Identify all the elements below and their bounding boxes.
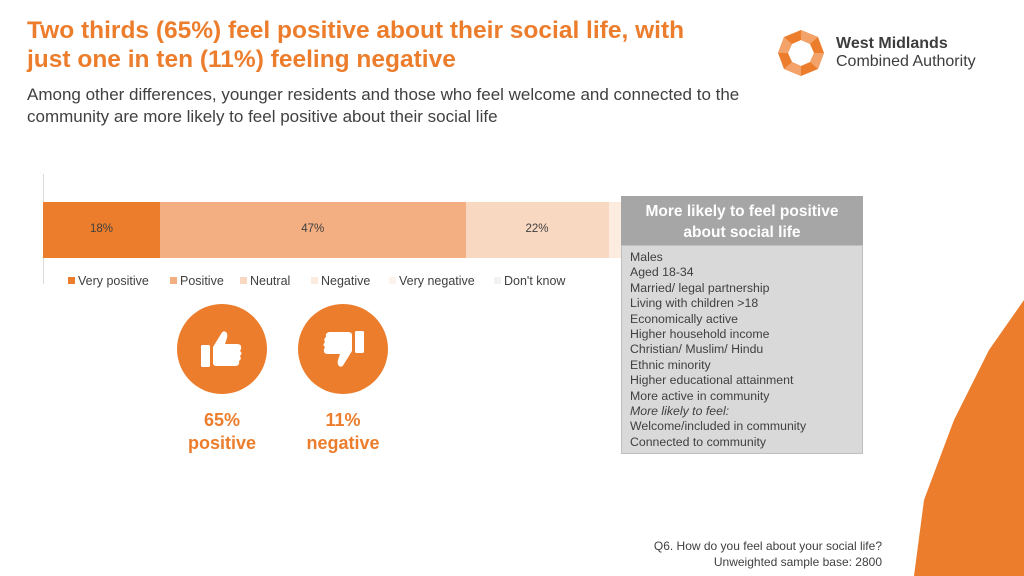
legend-swatch <box>389 277 396 284</box>
legend-label: Neutral <box>250 274 290 288</box>
bar-data-label: 22% <box>525 223 548 235</box>
legend-item: Very negative <box>389 274 475 288</box>
legend-swatch <box>170 277 177 284</box>
legend-label: Very positive <box>78 274 149 288</box>
headline: Two thirds (65%) feel positive about the… <box>27 16 767 74</box>
legend-swatch <box>494 277 501 284</box>
bar-data-label: 47% <box>301 223 324 235</box>
legend-item: Don't know <box>494 274 565 288</box>
panel-list-item: Higher household income <box>630 327 854 342</box>
panel-list-item: Christian/ Muslim/ Hindu <box>630 342 854 357</box>
positive-factors-panel: More likely to feel positive about socia… <box>621 196 863 454</box>
panel-list-item: Living with children >18 <box>630 296 854 311</box>
wmca-logo-mark-icon <box>776 28 826 78</box>
legend-item: Negative <box>311 274 370 288</box>
footnote: Q6. How do you feel about your social li… <box>654 538 882 570</box>
subheading-line-2: community are more likely to feel positi… <box>27 106 857 128</box>
legend-item: Neutral <box>240 274 290 288</box>
subheading-line-1: Among other differences, younger residen… <box>27 84 857 106</box>
legend-label: Negative <box>321 274 370 288</box>
panel-list-item: More active in community <box>630 389 854 404</box>
panel-list-item: Aged 18-34 <box>630 265 854 280</box>
legend-swatch <box>68 277 75 284</box>
legend-swatch <box>311 277 318 284</box>
headline-line-1: Two thirds (65%) feel positive about the… <box>27 16 767 45</box>
panel-title-line-2: about social life <box>621 222 863 243</box>
legend-label: Positive <box>180 274 224 288</box>
legend-item: Positive <box>170 274 224 288</box>
footnote-question: Q6. How do you feel about your social li… <box>654 538 882 554</box>
panel-list-item: Welcome/included in community <box>630 419 854 434</box>
panel-title: More likely to feel positive about socia… <box>621 196 863 245</box>
panel-list: Males Aged 18-34 Married/ legal partnershi… <box>621 245 863 454</box>
negative-stat-label: negative <box>283 432 403 455</box>
legend-swatch <box>240 277 247 284</box>
subheading: Among other differences, younger residen… <box>27 84 857 128</box>
positive-stat-value: 65% <box>162 409 282 432</box>
bar-data-label: 18% <box>90 223 113 235</box>
negative-stat: 11% negative <box>283 409 403 455</box>
panel-list-item: Economically active <box>630 312 854 327</box>
thumbs-down-badge <box>298 304 388 394</box>
footnote-sample-base: Unweighted sample base: 2800 <box>654 554 882 570</box>
thumbs-up-badge <box>177 304 267 394</box>
legend-item: Very positive <box>68 274 149 288</box>
panel-subheading: More likely to feel: <box>630 404 854 419</box>
panel-list-item: Males <box>630 250 854 265</box>
thumbs-up-icon <box>199 326 245 372</box>
thumbs-down-icon <box>320 326 366 372</box>
positive-stat-label: positive <box>162 432 282 455</box>
panel-list-item: Ethnic minority <box>630 358 854 373</box>
positive-stat: 65% positive <box>162 409 282 455</box>
panel-list-item: Married/ legal partnership <box>630 281 854 296</box>
bar-row: 18%47%22%8%3%2% <box>43 202 603 258</box>
headline-line-2: just one in ten (11%) feeling negative <box>27 45 767 74</box>
legend-label: Very negative <box>399 274 475 288</box>
legend-label: Don't know <box>504 274 565 288</box>
panel-title-line-1: More likely to feel positive <box>621 201 863 222</box>
negative-stat-value: 11% <box>283 409 403 432</box>
decorative-corner-shape <box>884 0 1024 576</box>
panel-list-item: Higher educational attainment <box>630 373 854 388</box>
panel-list-item: Connected to community <box>630 435 854 450</box>
